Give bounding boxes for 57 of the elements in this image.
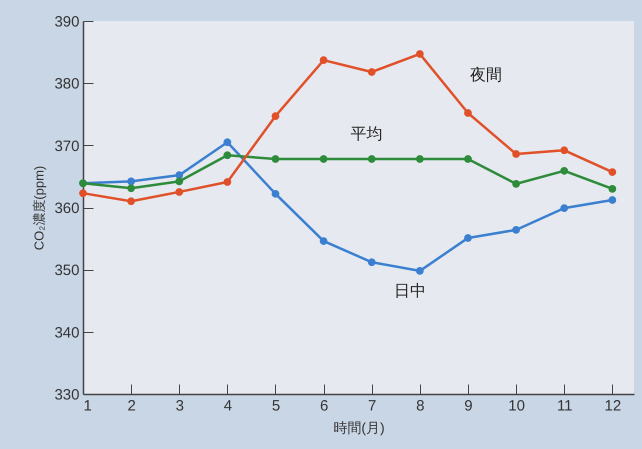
point: [608, 196, 616, 204]
y-tick-label: 330: [54, 386, 80, 404]
point: [416, 50, 424, 58]
point: [320, 56, 328, 64]
point: [608, 168, 616, 176]
point: [79, 189, 87, 198]
point: [560, 166, 568, 175]
point: [223, 178, 232, 186]
point: [416, 267, 424, 275]
y-tick-label: 360: [54, 200, 80, 217]
x-tick-label: 9: [464, 398, 473, 414]
point: [320, 155, 328, 163]
x-tick-label: 7: [368, 398, 376, 414]
x-tick-label: 2: [127, 398, 136, 414]
point: [512, 150, 520, 158]
point: [127, 184, 135, 192]
y-axis-title: CO₂濃度(ppm): [31, 166, 46, 250]
point: [416, 155, 424, 163]
series-label: 平均: [350, 126, 383, 144]
point: [272, 112, 280, 120]
point: [223, 138, 232, 146]
point: [127, 178, 135, 186]
point: [464, 234, 472, 242]
point: [368, 68, 376, 76]
y-tick-label: 340: [54, 324, 80, 342]
x-tick-label: 1: [84, 398, 92, 414]
y-tick-label: 380: [54, 76, 80, 93]
point: [560, 146, 568, 154]
point: [272, 155, 280, 163]
x-tick-label: 11: [556, 398, 573, 414]
y-tick-label: 350: [54, 262, 80, 280]
point: [175, 188, 184, 196]
point: [368, 258, 376, 266]
y-tick-label: 370: [54, 138, 80, 155]
point: [560, 204, 568, 212]
point: [223, 151, 232, 160]
x-tick-label: 3: [176, 398, 184, 414]
x-tick-label: 5: [272, 398, 280, 414]
point: [368, 155, 376, 163]
x-tick-label: 12: [604, 398, 622, 414]
x-tick-label: 6: [320, 398, 328, 414]
y-tick-label: 390: [54, 14, 80, 30]
x-tick-label: 8: [416, 398, 425, 414]
point: [272, 190, 280, 198]
series-label: 日中: [394, 282, 426, 300]
x-tick-label: 10: [508, 398, 525, 414]
point: [127, 197, 135, 206]
series-label: 夜間: [470, 66, 502, 84]
point: [320, 237, 328, 245]
point: [464, 109, 472, 117]
point: [512, 180, 520, 188]
x-tick-label: 4: [224, 398, 232, 414]
point: [608, 184, 616, 193]
point: [512, 226, 520, 234]
point: [175, 178, 184, 186]
x-axis-title: 時間(月): [333, 420, 385, 436]
point: [464, 155, 472, 163]
